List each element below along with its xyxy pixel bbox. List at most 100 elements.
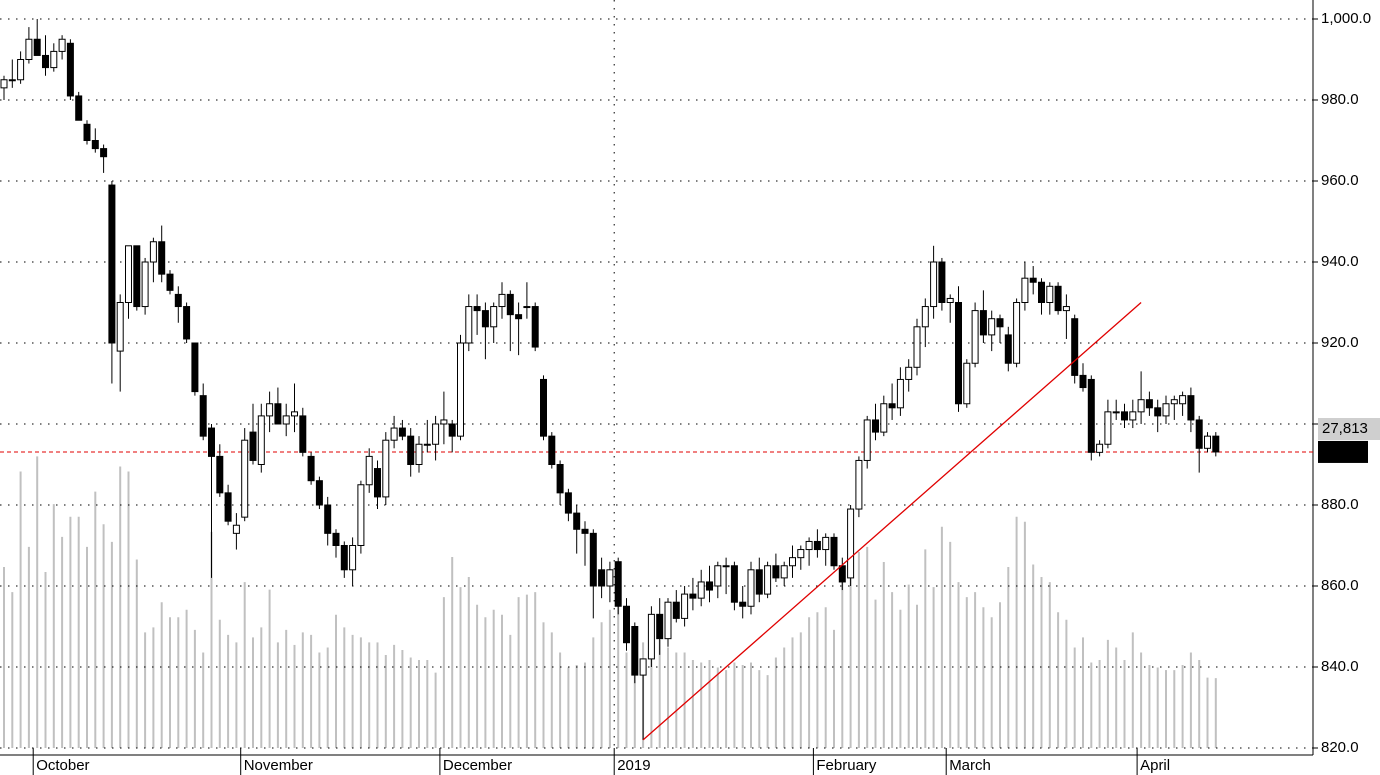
candle-body [1029,277,1037,283]
candle-body [149,241,157,263]
candle-body [191,342,199,393]
candle-body [473,306,481,312]
candle-body [1062,306,1070,312]
candle-body [25,38,33,60]
candle-body [971,310,979,364]
candle-body [208,427,215,457]
candle-body [755,569,763,595]
candle-body [838,565,846,583]
candle-body [764,565,772,595]
candle-body [390,427,398,441]
candle-body [324,504,332,534]
candle-body [863,419,871,461]
y-tick-label: 980.0 [1321,91,1359,108]
candle-body [664,601,672,640]
candle-body [1121,411,1128,421]
candle-body [1071,318,1079,376]
candle-body [639,658,647,676]
y-tick-label: 1,000.0 [1321,10,1371,27]
candle-body [1013,302,1021,364]
candle-body [340,545,348,571]
candle-body [872,419,879,433]
candle-body [83,123,91,142]
candle-body [1154,407,1162,417]
candle-body [598,569,606,587]
candle-body [66,42,74,97]
candle-body [523,306,531,309]
candle-body [855,459,863,510]
candle-body [556,464,564,494]
candle-body [307,455,315,482]
candle-body [141,261,149,308]
y-tick-label: 820.0 [1321,739,1359,756]
candle-body [481,310,489,328]
x-tick-label: December [443,757,512,774]
y-tick-label: 880.0 [1321,496,1359,513]
candle-body [1195,419,1203,449]
candle-body [672,601,680,619]
candle-body [33,38,41,56]
candle-body [681,593,689,619]
candle-body [531,306,539,348]
candle-body [349,545,357,571]
candle-body [739,601,747,607]
candle-body [166,273,174,291]
y-tick-label: 940.0 [1321,253,1359,270]
x-tick-label: November [244,757,313,774]
candle-body [1162,403,1170,417]
candle-body [1096,443,1104,453]
candle-body [905,366,913,380]
candle-body [125,245,132,304]
candle-body [448,423,456,437]
candle-body [506,293,514,316]
candle-body [921,306,929,328]
y-tick-label: 840.0 [1321,658,1359,675]
candle-body [1104,411,1112,445]
candle-body [979,310,987,336]
candle-body [50,50,58,69]
candle-body [747,569,755,607]
candle-body [58,38,66,52]
candle-body [315,480,323,506]
candle-body [415,443,423,465]
y-tick-label: 960.0 [1321,172,1359,189]
candle-body [946,297,954,304]
candle-body [955,302,962,405]
candle-body [697,581,705,599]
candle-body [606,569,614,587]
price-marker-label: 893.1 [1322,443,1360,460]
candle-body [847,508,855,579]
candle-body [199,395,207,437]
candle-body [1212,435,1220,453]
trendline [642,302,1142,741]
candle-body [432,423,440,445]
candle-body [116,302,124,352]
candle-body [930,261,938,308]
candle-body [183,306,191,340]
candle-body [938,261,946,303]
candle-body [805,540,813,551]
candle-body [1046,285,1054,303]
candle-body [133,245,141,308]
candle-body [232,524,240,534]
candle-body [689,593,697,599]
candle-body [822,536,830,551]
candle-body [896,378,904,409]
candle-body [274,403,282,425]
candle-body [789,557,796,567]
candle-body [249,431,257,461]
candle-body [1137,399,1145,413]
candle-body [913,326,921,368]
y-tick-label: 860.0 [1321,577,1359,594]
candle-body [75,95,83,121]
candle-body [963,362,971,405]
x-tick-label: March [949,757,991,774]
candle-body [0,79,8,89]
candle-body [465,306,473,344]
candle-body [266,403,274,417]
x-tick-label: February [816,757,877,774]
volume-marker-label: 27,813 [1322,420,1368,437]
candle-body [830,536,838,567]
candle-body [589,532,597,587]
